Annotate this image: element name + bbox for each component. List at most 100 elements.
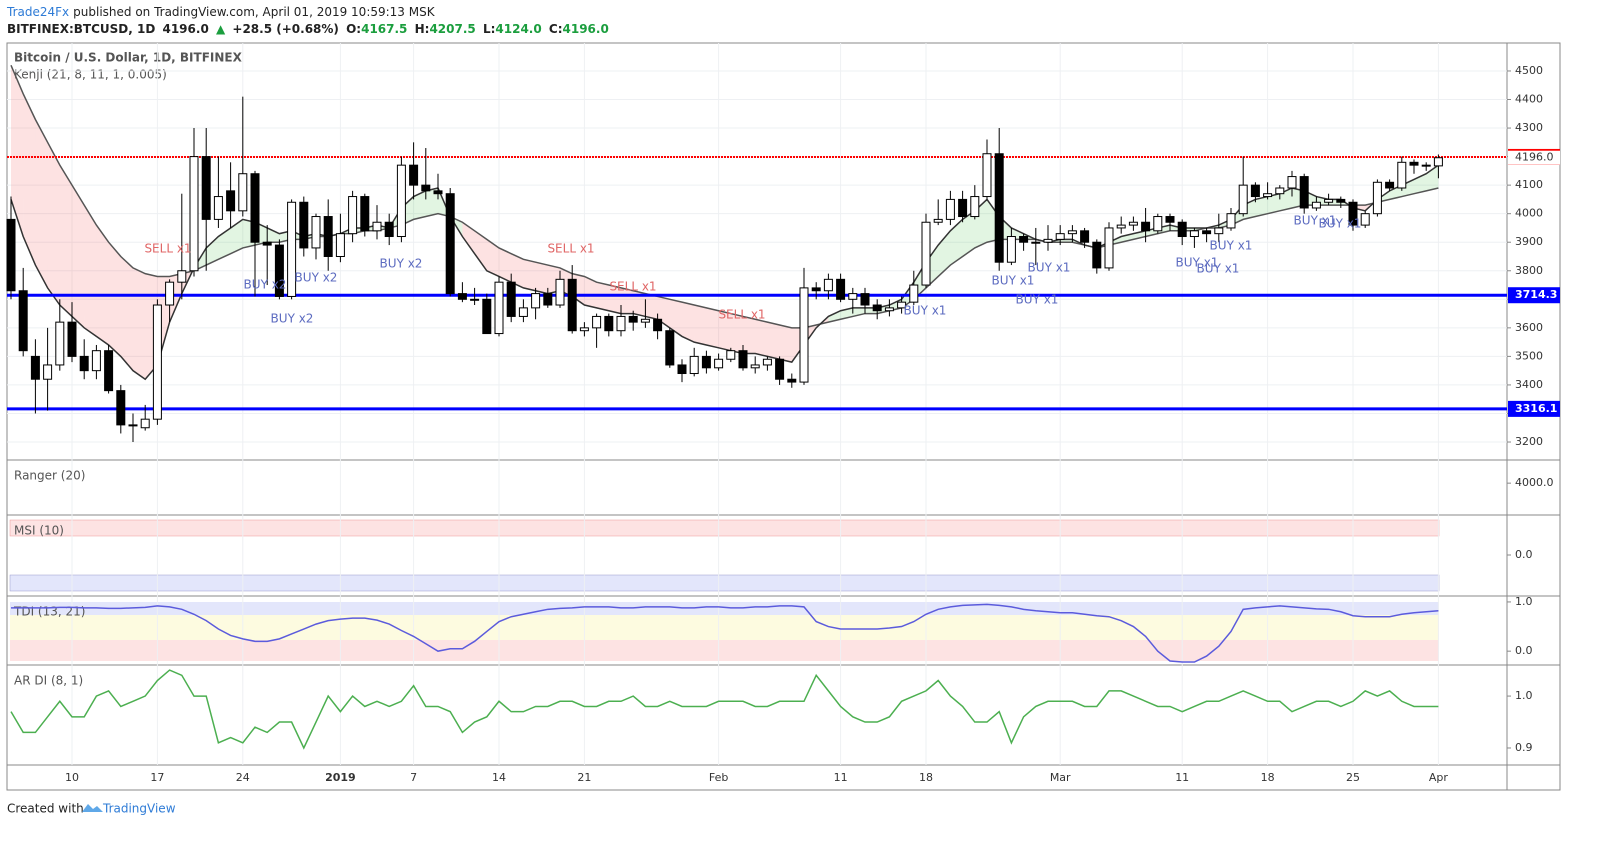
y-tick-label: 1.0 xyxy=(1515,689,1533,702)
candle-body xyxy=(1311,201,1321,209)
candle-body xyxy=(872,304,882,312)
publisher[interactable]: Trade24Fx xyxy=(7,5,70,19)
msi-upper-band xyxy=(9,519,1440,537)
band-fill xyxy=(669,299,682,337)
band-fill xyxy=(1389,185,1402,200)
signal-label: BUY x1 xyxy=(1197,262,1240,276)
x-tick-label: Apr xyxy=(1429,771,1449,784)
candle-body xyxy=(1263,193,1273,198)
candle-body xyxy=(1019,236,1029,243)
candle-body xyxy=(689,355,699,375)
y-tick-label: 4000 xyxy=(1515,207,1543,220)
indicator-line xyxy=(10,64,1439,329)
c: 4196.0 xyxy=(562,22,609,36)
band-fill xyxy=(511,253,524,288)
y-tick-label: 3800 xyxy=(1515,264,1543,277)
band-fill xyxy=(462,222,475,254)
signal-label: BUY x2 xyxy=(295,271,338,285)
candle-body xyxy=(238,173,248,212)
band-fill xyxy=(718,310,731,351)
x-tick-label: 11 xyxy=(834,771,848,784)
candle-body xyxy=(714,358,724,369)
footer-brand[interactable]: TradingView xyxy=(102,802,176,816)
candle-body xyxy=(970,196,980,218)
band-fill xyxy=(499,247,512,283)
candle-body xyxy=(323,216,333,257)
band-fill xyxy=(59,165,72,317)
candle-body xyxy=(1372,181,1382,215)
signal-label: BUY x1 xyxy=(992,274,1035,288)
x-tick-label: 18 xyxy=(919,771,933,784)
publish-line: Trade24Fx published on TradingView.com, A… xyxy=(7,5,438,19)
signal-label: BUY x1 xyxy=(1319,217,1362,231)
tdi-upper-band xyxy=(10,602,1439,615)
y-tick-label: 3500 xyxy=(1515,349,1543,362)
candle-body xyxy=(921,221,931,286)
candle-body xyxy=(1214,227,1224,235)
candle-body xyxy=(799,287,809,383)
signal-label: BUY x2 xyxy=(380,257,423,271)
candle-body xyxy=(592,315,602,329)
footer-created: Created with xyxy=(7,802,84,816)
x-tick-label: 25 xyxy=(1346,771,1360,784)
candle-body xyxy=(1006,236,1016,263)
level-tag xyxy=(1508,287,1560,304)
candle-body xyxy=(494,281,504,335)
h: 4207.5 xyxy=(429,22,476,36)
band-fill xyxy=(1133,230,1146,240)
candle-body xyxy=(653,318,663,332)
candle-body xyxy=(213,196,223,220)
candle-body xyxy=(1080,230,1090,243)
l: 4124.0 xyxy=(495,22,542,36)
x-tick-label: 24 xyxy=(236,771,250,784)
candle-body xyxy=(811,287,821,292)
symbol-line: BITFINEX:BTCUSD, 1D 4196.0 ▲ +28.5 (+0.6… xyxy=(7,22,612,36)
candle-body xyxy=(762,358,772,366)
panel-line xyxy=(11,603,1439,663)
candle-body xyxy=(628,315,638,323)
candle-body xyxy=(18,290,28,352)
y-tick-label: 3200 xyxy=(1515,435,1543,448)
band-fill xyxy=(96,225,109,345)
candle-body xyxy=(1397,161,1407,189)
candle-body xyxy=(640,318,650,323)
candle-body xyxy=(1043,238,1053,243)
candle-body xyxy=(6,218,16,292)
candle-body xyxy=(43,364,53,380)
candle-body xyxy=(1153,216,1163,232)
candle-body xyxy=(1336,198,1346,203)
y-tick-label: 4000.0 xyxy=(1515,476,1554,489)
candle-body xyxy=(457,293,467,300)
logo xyxy=(82,804,103,812)
candle-body xyxy=(287,201,297,297)
candle-body xyxy=(91,350,101,372)
candle-body xyxy=(1287,176,1297,189)
candle-body xyxy=(79,355,89,372)
candle-body xyxy=(775,358,785,380)
candle-body xyxy=(677,364,687,375)
candle-body xyxy=(604,315,614,332)
candle-body xyxy=(1250,184,1260,198)
band-fill xyxy=(267,227,280,243)
band-fill xyxy=(35,119,48,288)
candle-body xyxy=(1128,221,1138,226)
candle-body xyxy=(67,321,77,357)
candle-body xyxy=(189,156,199,272)
candle-body xyxy=(1104,227,1114,269)
candle-body xyxy=(909,284,919,303)
candle-body xyxy=(165,281,175,306)
x-tick-label: 14 xyxy=(492,771,506,784)
candle-body xyxy=(384,221,394,238)
band-fill xyxy=(206,236,219,266)
candle-body xyxy=(177,270,187,283)
candle-body xyxy=(1092,241,1102,269)
c-label: C: xyxy=(548,22,563,36)
candle-body xyxy=(128,424,138,427)
candle-body xyxy=(994,153,1004,263)
x-tick-label: Feb xyxy=(709,771,728,784)
level-label: 3714.3 xyxy=(1515,288,1557,301)
candle-body xyxy=(531,293,541,309)
band-fill xyxy=(682,302,695,343)
band-fill xyxy=(523,259,536,291)
